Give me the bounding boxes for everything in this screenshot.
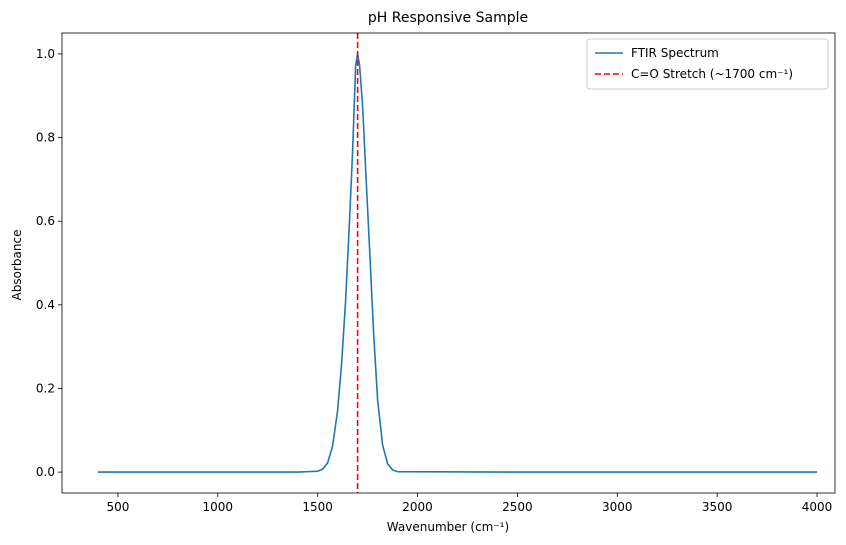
y-tick-label: 1.0 xyxy=(36,47,55,61)
y-tick-label: 0.2 xyxy=(36,381,55,395)
x-tick-label: 2000 xyxy=(402,500,433,514)
y-tick-label: 0.0 xyxy=(36,465,55,479)
y-axis-title: Absorbance xyxy=(10,230,24,301)
x-tick-label: 1500 xyxy=(302,500,333,514)
y-tick-label: 0.6 xyxy=(36,214,55,228)
x-tick-label: 1000 xyxy=(203,500,234,514)
x-tick-label: 3500 xyxy=(702,500,733,514)
y-tick-label: 0.4 xyxy=(36,298,55,312)
legend-label: C=O Stretch (~1700 cm⁻¹) xyxy=(631,67,793,81)
legend: FTIR Spectrum C=O Stretch (~1700 cm⁻¹) xyxy=(587,39,828,89)
x-axis-title: Wavenumber (cm⁻¹) xyxy=(387,520,509,534)
x-tick-label: 4000 xyxy=(802,500,833,514)
legend-label: FTIR Spectrum xyxy=(631,46,719,60)
y-tick-label: 0.8 xyxy=(36,131,55,145)
chart-title: pH Responsive Sample xyxy=(368,10,528,26)
x-tick-label: 3000 xyxy=(602,500,633,514)
x-tick-label: 500 xyxy=(106,500,129,514)
x-tick-label: 2500 xyxy=(502,500,533,514)
